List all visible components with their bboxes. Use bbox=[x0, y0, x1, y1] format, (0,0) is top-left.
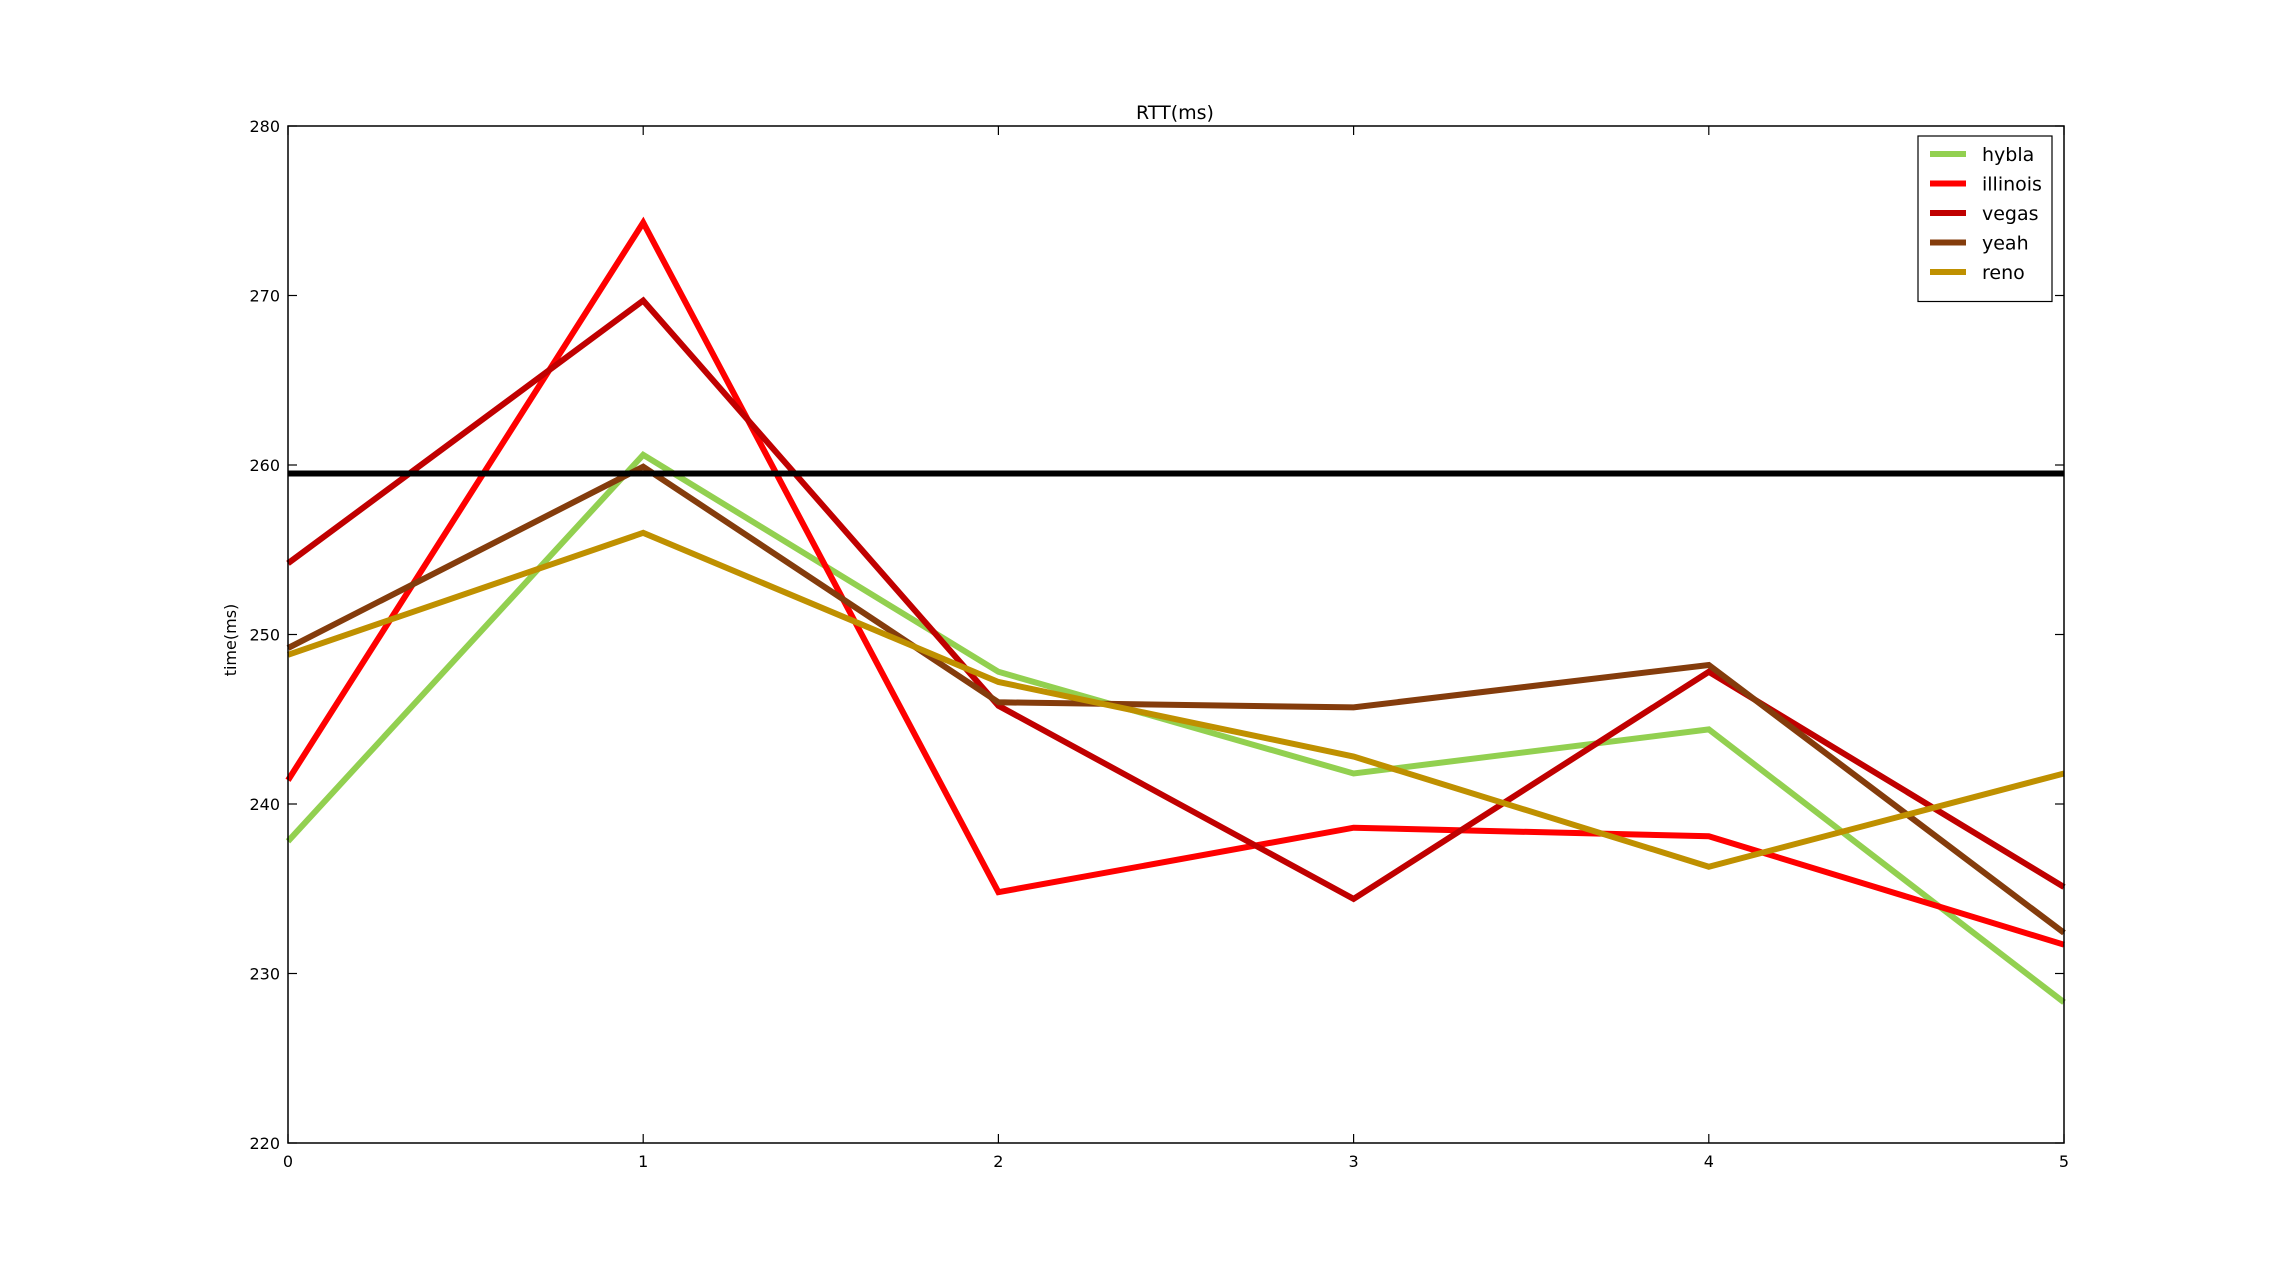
legend-label-illinois: illinois bbox=[1982, 174, 2042, 196]
series-line-vegas bbox=[286, 296, 2066, 903]
chart-title: RTT(ms) bbox=[1136, 102, 1214, 124]
y-tick-label: 240 bbox=[249, 795, 280, 814]
series-line-hybla bbox=[285, 450, 2066, 1005]
x-tick-label: 2 bbox=[993, 1152, 1003, 1171]
y-tick-label: 250 bbox=[249, 626, 280, 645]
x-tick-label: 0 bbox=[283, 1152, 293, 1171]
series-layer bbox=[285, 216, 2066, 1005]
y-tick-label: 230 bbox=[249, 965, 280, 984]
y-tick-label: 220 bbox=[249, 1134, 280, 1153]
legend: hybla illinois vegas yeah reno bbox=[1917, 135, 2053, 303]
y-tick-label: 270 bbox=[249, 287, 280, 306]
plot-frame bbox=[287, 125, 2065, 1144]
x-tick-label: 5 bbox=[2059, 1152, 2069, 1171]
legend-label-yeah: yeah bbox=[1982, 233, 2029, 255]
tick-layer: 0 1 2 3 4 5 220 230 240 250 260 270 280 bbox=[249, 117, 2069, 1171]
x-tick-label: 3 bbox=[1349, 1152, 1359, 1171]
series-line-reno bbox=[287, 529, 2065, 870]
y-axis-label: time(ms) bbox=[221, 604, 240, 677]
x-tick-label: 4 bbox=[1704, 1152, 1714, 1171]
legend-label-reno: reno bbox=[1982, 262, 2025, 284]
series-line-illinois bbox=[285, 216, 2065, 948]
series-line-yeah bbox=[286, 463, 2066, 936]
y-tick-label: 260 bbox=[249, 456, 280, 475]
legend-label-vegas: vegas bbox=[1982, 203, 2039, 225]
legend-label-hybla: hybla bbox=[1982, 144, 2034, 166]
y-tick-label: 280 bbox=[249, 117, 280, 136]
x-tick-label: 1 bbox=[638, 1152, 648, 1171]
